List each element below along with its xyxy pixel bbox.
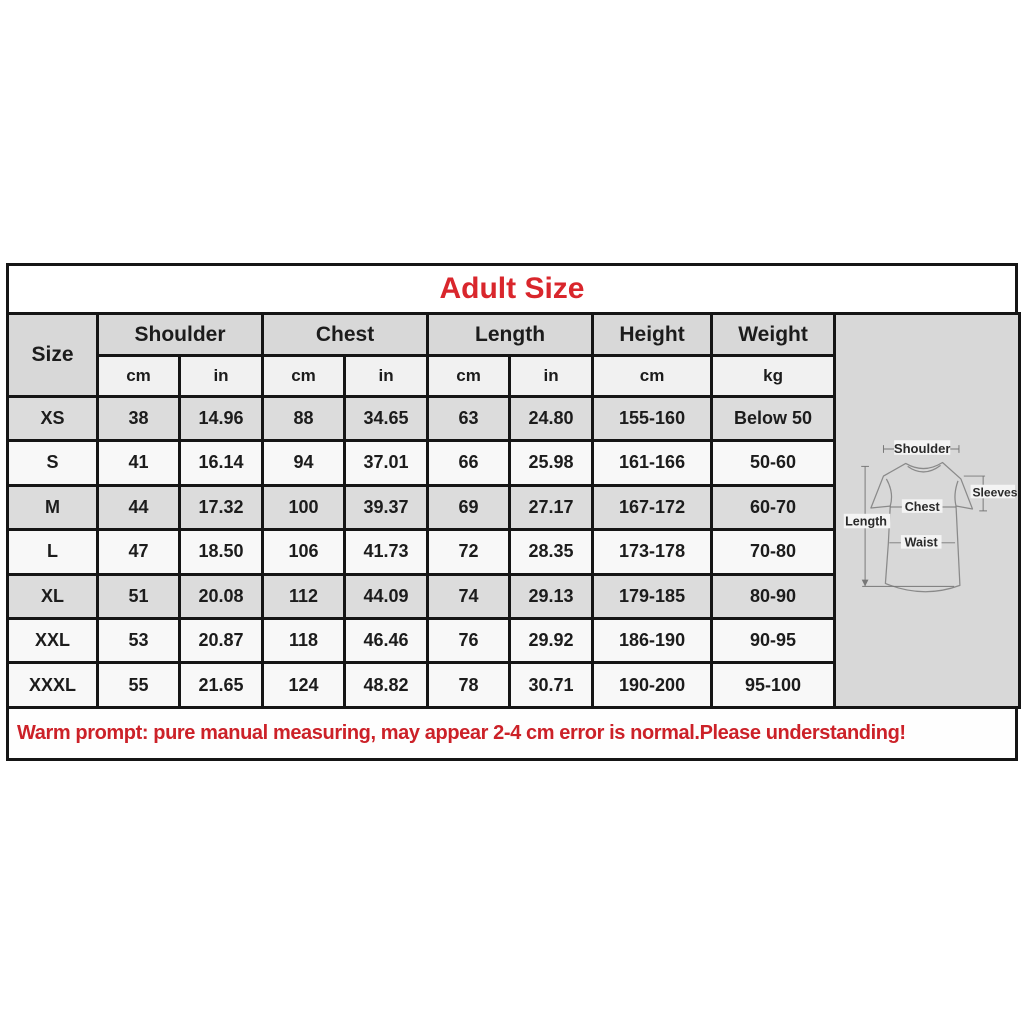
table-cell: 118 [261, 616, 347, 665]
size-column-header: Size [6, 312, 99, 398]
unit-cell: in [508, 354, 595, 398]
group-header-shoulder: Shoulder [95, 311, 265, 358]
table-cell: 74 [426, 572, 512, 620]
tshirt-diagram-icon: Shoulder Sleeves Chest Waist Length [843, 440, 1017, 593]
table-cell: 39.37 [343, 483, 430, 532]
table-cell: 69 [426, 483, 512, 532]
title-box: Adult Size [6, 263, 1018, 312]
table-cell: 80-90 [710, 572, 837, 620]
table-row-l: L 47 18.50 106 41.73 72 28.35 173-178 70… [6, 528, 1020, 576]
table-cell: 112 [261, 572, 347, 620]
table-cell: 46.46 [343, 616, 430, 665]
table-cell: Below 50 [710, 394, 837, 443]
table-cell: 24.80 [508, 394, 595, 443]
page-title: Adult Size [439, 272, 585, 305]
diagram-label-length: Length [845, 514, 887, 528]
unit-cell: cm [591, 354, 714, 398]
table-cell: 51 [96, 572, 181, 620]
size-label: XXXL [6, 661, 99, 709]
table-cell: 29.92 [508, 616, 595, 665]
unit-cell: kg [710, 354, 837, 398]
table-cell: 28.35 [508, 528, 595, 576]
table-cell: 41.73 [343, 528, 430, 576]
unit-cell: in [343, 354, 430, 398]
table-cell: 17.32 [177, 483, 265, 532]
table-cell: 48.82 [343, 661, 430, 709]
table-cell: 161-166 [591, 439, 714, 487]
table-cell: 167-172 [591, 483, 714, 532]
table-row-xl: XL 51 20.08 112 44.09 74 29.13 179-185 8… [6, 572, 1020, 620]
table-cell: 78 [426, 661, 512, 709]
table-cell: 173-178 [591, 528, 714, 576]
table-cell: 20.08 [177, 572, 265, 620]
table-cell: 20.87 [177, 616, 265, 665]
table-cell: 44.09 [343, 572, 430, 620]
table-cell: 47 [96, 528, 181, 576]
size-label: S [6, 439, 99, 487]
table-cell: 70-80 [710, 528, 837, 576]
size-label: L [6, 528, 99, 576]
table-cell: 95-100 [710, 661, 837, 709]
table-cell: 63 [426, 394, 512, 443]
table-cell: 25.98 [508, 439, 595, 487]
table-row-m: M 44 17.32 100 39.37 69 27.17 167-172 60… [6, 483, 1020, 532]
diagram-label-chest: Chest [904, 500, 940, 514]
table-cell: 21.65 [177, 661, 265, 709]
table-cell: 53 [96, 616, 181, 665]
table-cell: 190-200 [591, 661, 714, 709]
table-cell: 88 [261, 394, 347, 443]
table-row-xxxl: XXXL 55 21.65 124 48.82 78 30.71 190-200… [6, 661, 1020, 709]
size-table: Size Shoulder Chest Length Height Weight [6, 311, 1022, 709]
unit-cell: cm [261, 354, 347, 398]
diagram-label-waist: Waist [904, 536, 938, 550]
size-chart-sheet: Adult Size Size Shoulder Chest Length He… [6, 263, 1022, 761]
table-cell: 72 [426, 528, 512, 576]
diagram-label-shoulder: Shoulder [893, 441, 950, 456]
table-cell: 90-95 [710, 616, 837, 665]
table-cell: 66 [426, 439, 512, 487]
table-cell: 29.13 [508, 572, 595, 620]
table-cell: 18.50 [177, 528, 265, 576]
tshirt-measurement-diagram: Shoulder Sleeves Chest Waist Length [833, 312, 1022, 709]
group-header-weight: Weight [710, 311, 837, 358]
table-cell: 55 [96, 661, 181, 709]
group-header-row: Size Shoulder Chest Length Height Weight [6, 311, 1022, 709]
unit-cell: cm [426, 354, 512, 398]
table-row-xs: XS 38 14.96 88 34.65 63 24.80 155-160 Be… [6, 394, 1020, 443]
warning-text: Warm prompt: pure manual measuring, may … [17, 722, 906, 744]
table-cell: 94 [261, 439, 347, 487]
table-cell: 60-70 [710, 483, 837, 532]
table-row-s: S 41 16.14 94 37.01 66 25.98 161-166 50-… [6, 439, 1020, 487]
table-cell: 37.01 [343, 439, 430, 487]
size-label: XXL [6, 616, 99, 665]
table-cell: 106 [261, 528, 347, 576]
group-header-chest: Chest [261, 311, 430, 358]
table-cell: 186-190 [591, 616, 714, 665]
warning-box: Warm prompt: pure manual measuring, may … [6, 709, 1018, 761]
unit-cell: cm [96, 354, 181, 398]
units-row: cm in cm in cm in cm kg [8, 354, 1020, 398]
diagram-label-sleeves: Sleeves [972, 485, 1017, 499]
table-cell: 16.14 [177, 439, 265, 487]
size-label: XS [6, 394, 99, 443]
table-cell: 30.71 [508, 661, 595, 709]
table-cell: 38 [96, 394, 181, 443]
table-cell: 34.65 [343, 394, 430, 443]
table-cell: 76 [426, 616, 512, 665]
size-label: M [6, 483, 99, 532]
table-cell: 100 [261, 483, 347, 532]
group-header-height: Height [591, 311, 714, 358]
unit-cell: in [177, 354, 265, 398]
size-label: XL [6, 572, 99, 620]
table-cell: 179-185 [591, 572, 714, 620]
table-cell: 41 [96, 439, 181, 487]
table-cell: 27.17 [508, 483, 595, 532]
table-row-xxl: XXL 53 20.87 118 46.46 76 29.92 186-190 … [6, 616, 1020, 665]
group-header-length: Length [426, 311, 595, 358]
table-cell: 44 [96, 483, 181, 532]
table-cell: 124 [261, 661, 347, 709]
table-cell: 155-160 [591, 394, 714, 443]
table-cell: 50-60 [710, 439, 837, 487]
table-cell: 14.96 [177, 394, 265, 443]
